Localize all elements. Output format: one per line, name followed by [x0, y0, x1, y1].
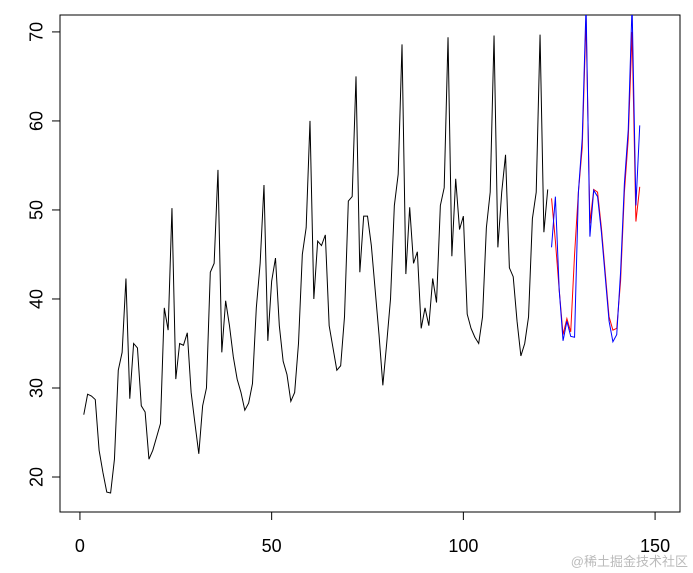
- x-tick-label: 50: [262, 536, 282, 556]
- x-tick-label: 100: [448, 536, 478, 556]
- plot-box: [59, 14, 681, 513]
- y-tick-label: 60: [27, 111, 47, 131]
- y-tick-label: 70: [27, 22, 47, 42]
- series-line: [551, 15, 641, 344]
- x-tick-label: 150: [640, 536, 670, 556]
- plot-area: [83, 15, 641, 494]
- y-tick-label: 40: [27, 289, 47, 309]
- x-tick-label: 0: [75, 536, 85, 556]
- y-tick-label: 50: [27, 200, 47, 220]
- series-line: [83, 34, 549, 494]
- series-line: [551, 18, 641, 335]
- y-tick-label: 20: [27, 467, 47, 487]
- watermark: @稀土掘金技术社区: [571, 554, 688, 569]
- y-tick-label: 30: [27, 378, 47, 398]
